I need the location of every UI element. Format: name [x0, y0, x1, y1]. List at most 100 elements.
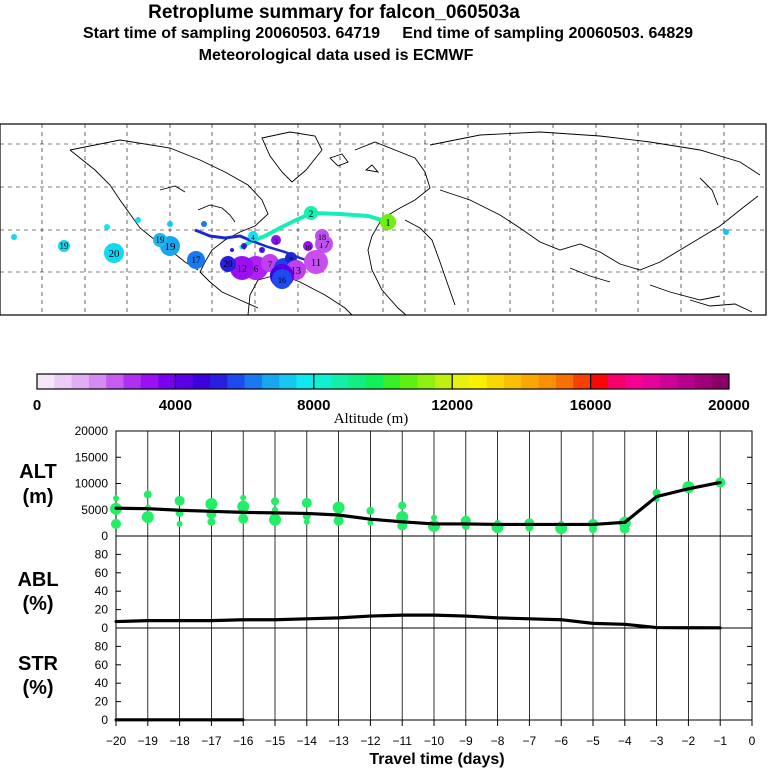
series-point	[178, 508, 182, 512]
series-point	[496, 522, 500, 526]
series-point	[400, 613, 404, 617]
x-tick-label: −20	[106, 734, 127, 748]
series-point	[559, 522, 563, 526]
colorbar-cell	[365, 374, 384, 389]
series-point	[527, 522, 531, 526]
plume-marker	[201, 221, 207, 227]
colorbar-cell	[261, 374, 280, 389]
colorbar-cell	[210, 374, 228, 389]
chart-title: Retroplume summary for falcon_060503a	[148, 2, 520, 23]
panel-alt: 0 5000 10000 15000 20000 ALT (m)	[19, 424, 753, 543]
plume-marker	[135, 217, 141, 223]
plume-circle-label: 4	[251, 234, 255, 242]
x-tick-label: −6	[554, 734, 568, 748]
panel-abl: 0 20 40 60 80 ABL(%)	[17, 535, 753, 635]
scatter-point	[238, 513, 249, 524]
colorbar-tick-label: 0	[33, 397, 41, 414]
series-point	[432, 522, 436, 526]
colorbar-cell	[711, 374, 730, 389]
plume-marker	[259, 247, 265, 253]
coastlines	[69, 131, 761, 316]
plume-circle-label: 7	[268, 260, 272, 269]
colorbar-cell	[313, 374, 332, 389]
plume-circle-label: 16	[278, 276, 286, 285]
colorbar-cell	[383, 374, 401, 389]
scatter-point	[176, 520, 183, 527]
x-tick-label: −19	[138, 734, 159, 748]
series-point	[496, 616, 500, 620]
colorbar-cell	[469, 374, 488, 389]
colorbar-cell	[434, 374, 453, 389]
world-map: 123456789101112131415161718192017191920	[0, 123, 767, 316]
scatter-point	[240, 494, 247, 501]
colorbar-cell	[417, 374, 436, 389]
colorbar-cell	[521, 374, 539, 389]
series-point	[432, 613, 436, 617]
colorbar-cell	[538, 374, 557, 389]
plume-circle	[230, 256, 254, 280]
colorbar-cell	[296, 374, 315, 389]
series-point	[241, 618, 245, 622]
scatter-point	[272, 506, 278, 513]
plume-circle	[315, 229, 329, 243]
colorbar-frame	[36, 373, 730, 390]
series-point	[591, 621, 595, 625]
panel-ylabel-unit: (m)	[22, 486, 53, 508]
scatter-point	[269, 513, 281, 526]
x-tick-label: −16	[233, 734, 254, 748]
altitude-colorbar: 0 4000 8000 12000 16000 20000 Altitude (m)	[33, 373, 750, 427]
colorbar-cell	[192, 374, 211, 389]
scatter-point	[398, 501, 407, 510]
series-point	[114, 620, 118, 624]
colorbar-cell	[659, 374, 678, 389]
scatter-point	[619, 523, 630, 534]
series-point	[146, 718, 150, 722]
y-tick-label: 60	[95, 566, 109, 580]
series-point	[273, 511, 277, 515]
sampling-times: Start time of sampling 20060503. 64719 E…	[82, 25, 694, 42]
plume-circle-label: 18	[318, 233, 326, 242]
panel-ylabel-unit: (%)	[22, 593, 53, 615]
plume-circle-label: 20	[224, 259, 234, 269]
series-point	[527, 617, 531, 621]
colorbar-cell	[625, 374, 643, 389]
colorbar-cell	[556, 374, 574, 389]
y-tick-label: 0	[101, 621, 108, 635]
plume-circle-label: 3	[274, 238, 278, 246]
series-point	[337, 616, 341, 620]
series-point	[146, 507, 150, 511]
series-point	[114, 506, 118, 510]
colorbar-cell	[88, 374, 107, 389]
plume-circle-label: 19	[156, 235, 166, 245]
plume-circle-label: 20	[109, 248, 121, 260]
colorbar-cell	[590, 374, 609, 389]
plume-circle-label: 17	[192, 255, 202, 265]
x-tick-label: 0	[749, 734, 756, 748]
scatter-point	[237, 500, 250, 513]
panel-ylabel-unit: (%)	[22, 677, 53, 699]
panel-ylabel-main: ALT	[19, 461, 56, 483]
x-tick-label: −15	[265, 734, 286, 748]
colorbar-cell	[175, 374, 193, 389]
series-point	[686, 487, 690, 491]
x-tick-label: −4	[618, 734, 632, 748]
plume-circle	[248, 231, 258, 241]
colorbar-cell	[331, 374, 349, 389]
scatter-point	[141, 511, 154, 524]
colorbar-cell	[642, 374, 661, 389]
x-axis: −20 −19 −18 −17 −16 −15 −14 −13 −12 −11 −10 −9 −8 −7−…	[106, 720, 756, 748]
colorbar-cell	[227, 374, 245, 389]
series-line	[115, 613, 721, 630]
y-tick-label: 80	[95, 639, 109, 653]
plume-marker	[104, 224, 110, 230]
plume-circle-label: 19	[60, 241, 70, 251]
plume-circle	[153, 233, 167, 247]
plume-circle	[58, 240, 70, 252]
colorbar-ticks: 0 4000 8000 12000 16000 20000	[33, 374, 750, 414]
plume-circle	[220, 256, 236, 272]
plume-marker	[230, 248, 234, 252]
plume-circle-label: 13	[291, 266, 301, 277]
colorbar-cell	[504, 374, 522, 389]
colorbar-cell	[452, 374, 470, 389]
